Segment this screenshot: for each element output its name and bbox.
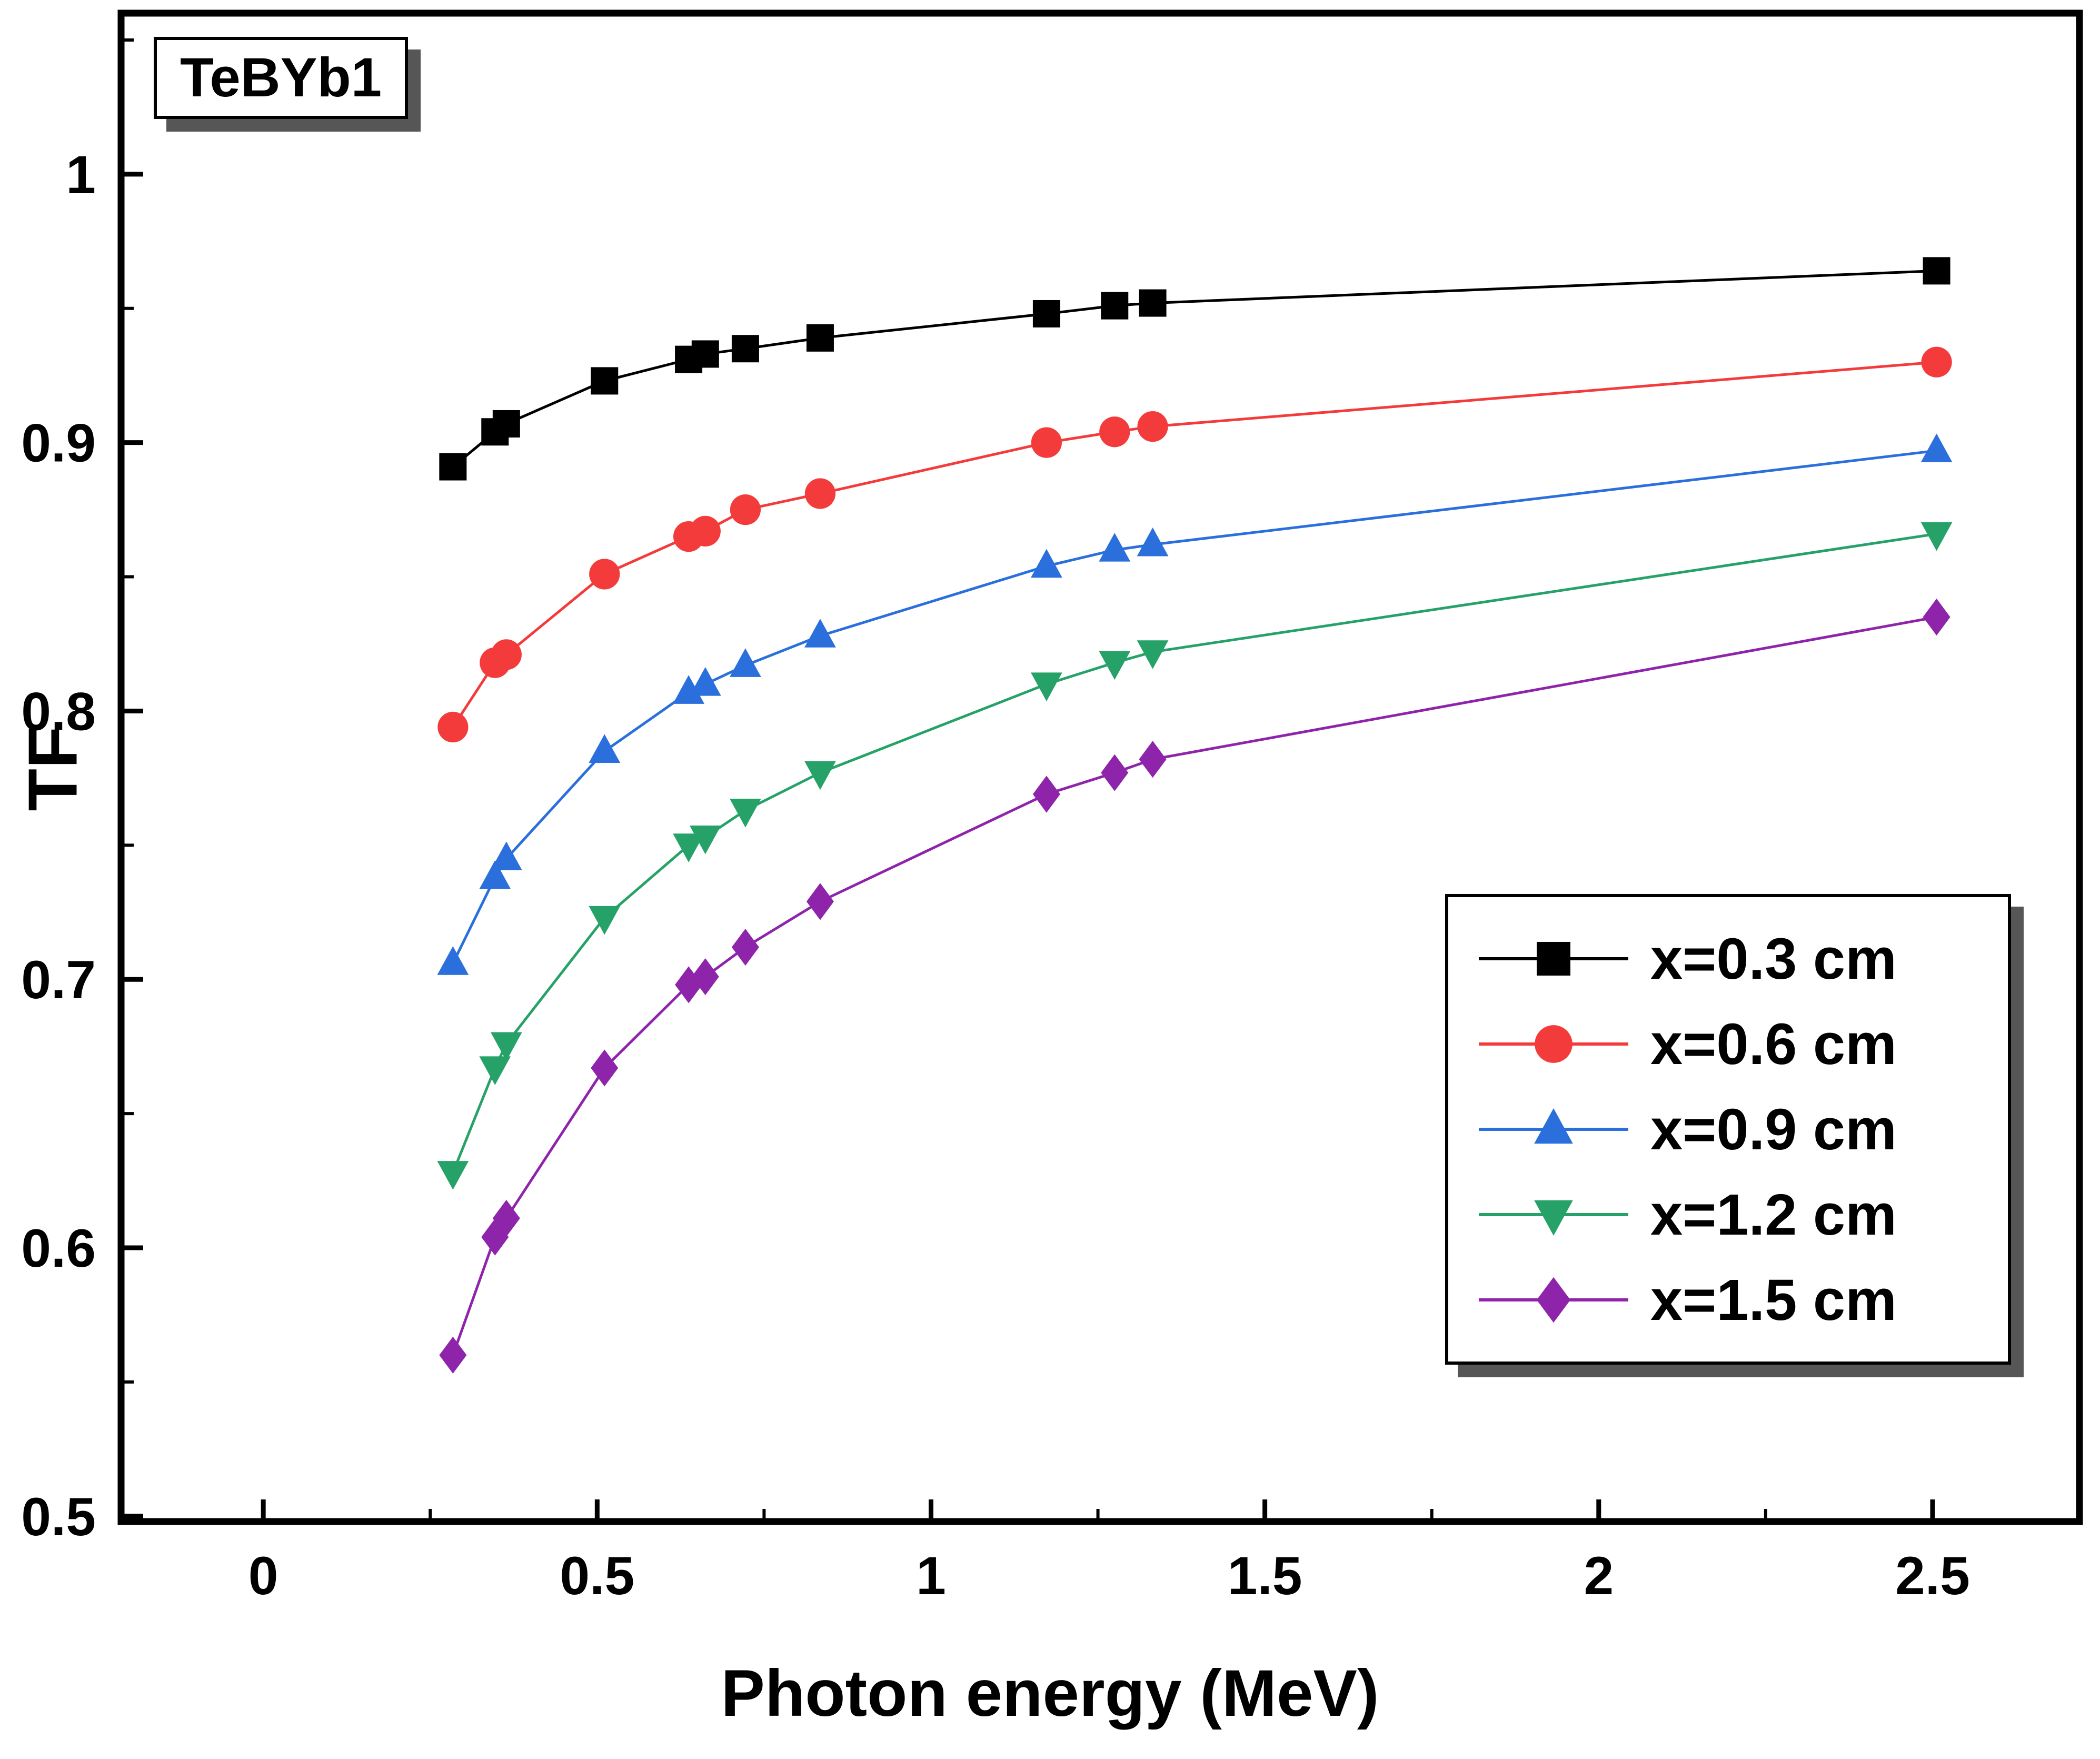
circle-marker-icon xyxy=(730,494,761,525)
square-marker-icon xyxy=(731,335,759,363)
series-line xyxy=(452,449,1937,964)
diamond-marker-icon xyxy=(1139,741,1167,778)
diamond-marker-icon xyxy=(806,883,834,920)
triangle-down-marker-icon xyxy=(437,1161,469,1190)
legend-item: x=1.2 cm xyxy=(1454,1172,2003,1257)
circle-marker-icon xyxy=(804,478,836,509)
x-tick-label: 2.5 xyxy=(1895,1546,1970,1606)
legend-item: x=0.6 cm xyxy=(1454,1001,2003,1087)
x-tick-label: 0 xyxy=(248,1546,278,1606)
square-marker-icon xyxy=(1923,257,1950,285)
triangle-up-marker-icon xyxy=(1099,533,1131,562)
x-tick-label: 1 xyxy=(916,1546,946,1606)
triangle-up-marker-icon xyxy=(673,675,704,704)
y-tick-label: 0.9 xyxy=(21,413,96,473)
triangle-up-marker-icon xyxy=(437,946,469,975)
legend-label: x=0.3 cm xyxy=(1650,926,1897,991)
square-marker-icon xyxy=(1101,292,1129,320)
diamond-marker-icon xyxy=(1537,1277,1570,1323)
legend-item: x=0.9 cm xyxy=(1454,1087,2003,1172)
legend-key xyxy=(1479,1200,1628,1236)
triangle-down-marker-icon xyxy=(689,825,721,854)
triangle-down-marker-icon xyxy=(479,1056,511,1085)
triangle-up-marker-icon xyxy=(490,841,522,870)
circle-marker-icon xyxy=(1099,416,1130,448)
diamond-marker-icon xyxy=(1923,598,1950,636)
legend-key xyxy=(1479,1108,1628,1144)
y-tick-label: 0.8 xyxy=(21,681,96,741)
square-marker-icon xyxy=(1537,942,1570,976)
plot-frame xyxy=(117,9,2083,1525)
triangle-down-marker-icon xyxy=(1534,1200,1573,1236)
diamond-marker-icon xyxy=(439,1336,467,1374)
plot-title-box: TeBYb1 xyxy=(154,37,409,119)
triangle-up-marker-icon xyxy=(804,619,836,648)
legend-label: x=1.5 cm xyxy=(1650,1267,1897,1333)
circle-marker-icon xyxy=(491,639,522,670)
legend-label: x=1.2 cm xyxy=(1650,1182,1897,1247)
triangle-down-marker-icon xyxy=(1920,522,1953,551)
square-marker-icon xyxy=(439,453,467,481)
triangle-down-marker-icon xyxy=(589,906,621,935)
x-tick-label: 1.5 xyxy=(1228,1546,1302,1606)
triangle-down-marker-icon xyxy=(804,761,836,790)
triangle-down-marker-icon xyxy=(729,798,761,828)
diamond-marker-icon xyxy=(492,1199,520,1237)
circle-marker-icon xyxy=(690,515,721,547)
square-marker-icon xyxy=(1139,289,1167,317)
x-axis-label: Photon energy (MeV) xyxy=(721,1657,1379,1730)
circle-marker-icon xyxy=(1535,1025,1572,1063)
series-line xyxy=(452,361,1937,728)
y-tick-label: 1 xyxy=(66,145,96,205)
triangle-down-marker-icon xyxy=(1030,672,1062,701)
circle-marker-icon xyxy=(589,559,620,590)
x-tick-label: 0.5 xyxy=(560,1546,634,1606)
triangle-down-marker-icon xyxy=(673,833,704,862)
circle-marker-icon xyxy=(1921,346,1952,377)
triangle-up-marker-icon xyxy=(1137,527,1169,556)
triangle-down-marker-icon xyxy=(490,1032,522,1061)
legend-label: x=0.6 cm xyxy=(1650,1011,1897,1077)
triangle-up-marker-icon xyxy=(1030,549,1062,578)
legend-key xyxy=(1479,942,1628,976)
legend-key xyxy=(1479,1025,1628,1063)
diamond-marker-icon xyxy=(731,928,759,966)
legend-item: x=1.5 cm xyxy=(1454,1257,2003,1343)
diamond-marker-icon xyxy=(691,958,719,996)
circle-marker-icon xyxy=(437,711,469,743)
legend-label: x=0.9 cm xyxy=(1650,1097,1897,1162)
x-tick-label: 2 xyxy=(1584,1546,1614,1606)
square-marker-icon xyxy=(806,324,834,352)
square-marker-icon xyxy=(492,410,520,438)
square-marker-icon xyxy=(1032,300,1060,327)
triangle-up-marker-icon xyxy=(589,734,621,763)
y-tick-label: 0.5 xyxy=(21,1487,96,1547)
triangle-up-marker-icon xyxy=(1920,433,1953,463)
square-marker-icon xyxy=(691,340,719,368)
triangle-up-marker-icon xyxy=(689,667,721,696)
y-axis-label: TF xyxy=(14,726,92,811)
circle-marker-icon xyxy=(1031,427,1062,458)
diamond-marker-icon xyxy=(1032,776,1060,813)
diamond-marker-icon xyxy=(1101,754,1129,791)
diamond-marker-icon xyxy=(591,1049,619,1087)
triangle-up-marker-icon xyxy=(729,648,761,677)
square-marker-icon xyxy=(591,367,619,395)
triangle-up-marker-icon xyxy=(1534,1108,1573,1144)
legend-item: x=0.3 cm xyxy=(1454,916,2003,1001)
triangle-up-marker-icon xyxy=(479,860,511,889)
triangle-down-marker-icon xyxy=(1137,640,1169,669)
y-tick-label: 0.6 xyxy=(21,1218,96,1278)
legend: x=0.3 cm x=0.6 cm x=0.9 cm x=1.2 cm x=1.5 cm xyxy=(1445,894,2011,1365)
circle-marker-icon xyxy=(1137,411,1168,442)
triangle-down-marker-icon xyxy=(1099,651,1131,680)
y-tick-label: 0.7 xyxy=(21,950,96,1010)
legend-key xyxy=(1479,1277,1628,1323)
